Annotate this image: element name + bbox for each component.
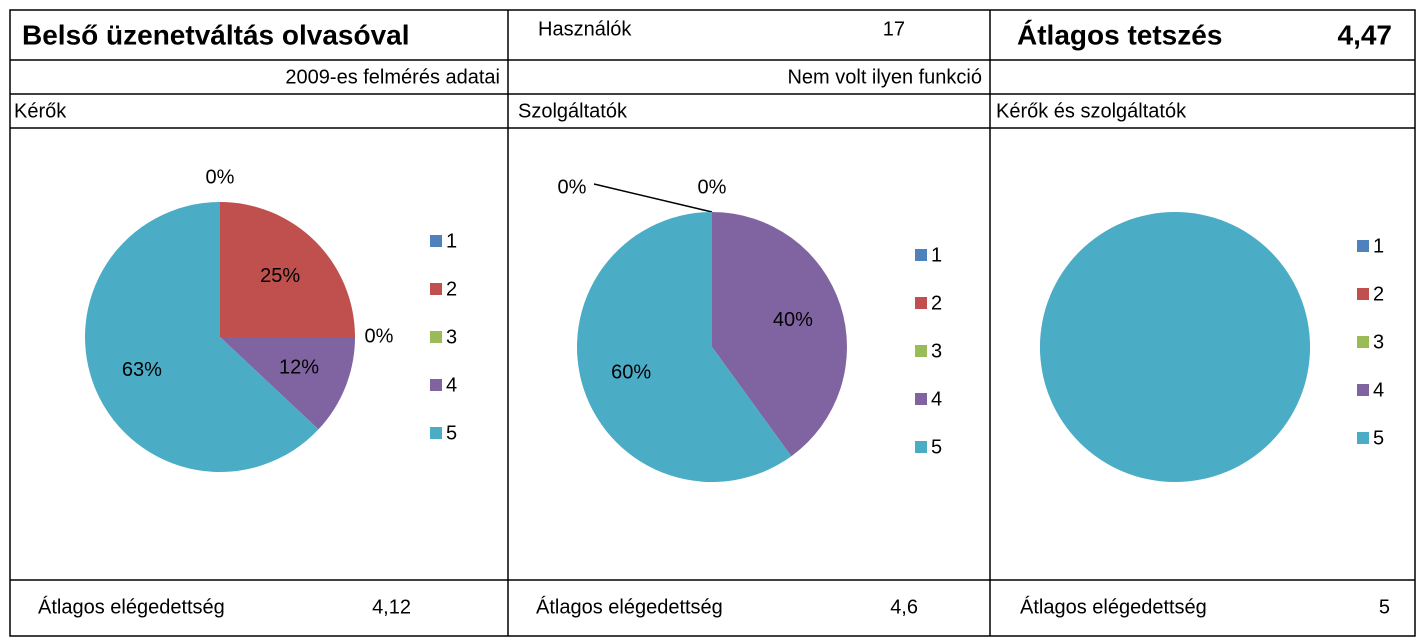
legend-label: 3 [931,340,942,362]
legend-swatch [915,441,927,453]
title: Belső üzenetváltás olvasóval [22,19,410,50]
data-label: 0% [206,166,235,188]
legend-label: 5 [1373,427,1384,449]
legend-label: 1 [446,230,457,252]
chart-title: Szolgáltatók [518,100,628,122]
table-borders [9,9,1416,637]
legend-label: 3 [1373,331,1384,353]
legend-label: 4 [1373,379,1384,401]
footer-label: Átlagos elégedettség [1020,595,1207,618]
legend-swatch [915,249,927,261]
legend-swatch [430,283,442,295]
data-label: 0% [558,176,587,198]
note: Nem volt ilyen funkció [787,66,982,88]
legend-swatch [1357,288,1369,300]
footer-value: 4,12 [372,596,411,618]
pie-slice [220,202,355,337]
pie-slice [712,212,847,457]
data-label: 0% [698,176,727,198]
legend-label: 2 [446,278,457,300]
legend-swatch [1357,384,1369,396]
legend-swatch [915,393,927,405]
pie-slice [220,337,355,430]
pie-slice [576,212,792,483]
data-label: 40% [773,309,813,331]
legend-swatch [430,235,442,247]
footer-value: 5 [1379,596,1390,618]
legend-swatch [430,331,442,343]
legend-swatch [1357,336,1369,348]
table-frame [9,9,1416,637]
legend-label: 5 [931,436,942,458]
legend-swatch [430,379,442,391]
leader-line [593,183,713,213]
legend-swatch [915,345,927,357]
legend-swatch [1357,432,1369,444]
users-label: Használók [538,18,632,40]
chart-title: Kérők [14,100,67,122]
rating-value: 4,47 [1338,19,1393,50]
legend-label: 1 [1373,235,1384,257]
chart-title: Kérők és szolgáltatók [996,100,1187,122]
footer-label: Átlagos elégedettség [536,595,723,618]
rating-label: Átlagos tetszés [1017,19,1222,50]
data-label: 12% [279,357,319,379]
data-label: 63% [122,359,162,381]
data-label: 60% [611,362,651,384]
footer-label: Átlagos elégedettség [38,595,225,618]
footer-value: 4,6 [890,596,918,618]
pie-slice [85,202,319,473]
legend-label: 2 [1373,283,1384,305]
data-label: 25% [260,265,300,287]
legend-label: 3 [446,326,457,348]
legend-swatch [1357,240,1369,252]
legend-label: 4 [446,374,457,396]
legend-swatch [430,427,442,439]
pie-slice [1039,211,1311,482]
legend-label: 2 [931,292,942,314]
data-label: 0% [365,325,394,347]
legend-swatch [915,297,927,309]
legend-label: 5 [446,422,457,444]
users-value: 17 [883,18,905,40]
legend-label: 4 [931,388,942,410]
note: 2009-es felmérés adatai [285,66,500,88]
legend-label: 1 [931,244,942,266]
